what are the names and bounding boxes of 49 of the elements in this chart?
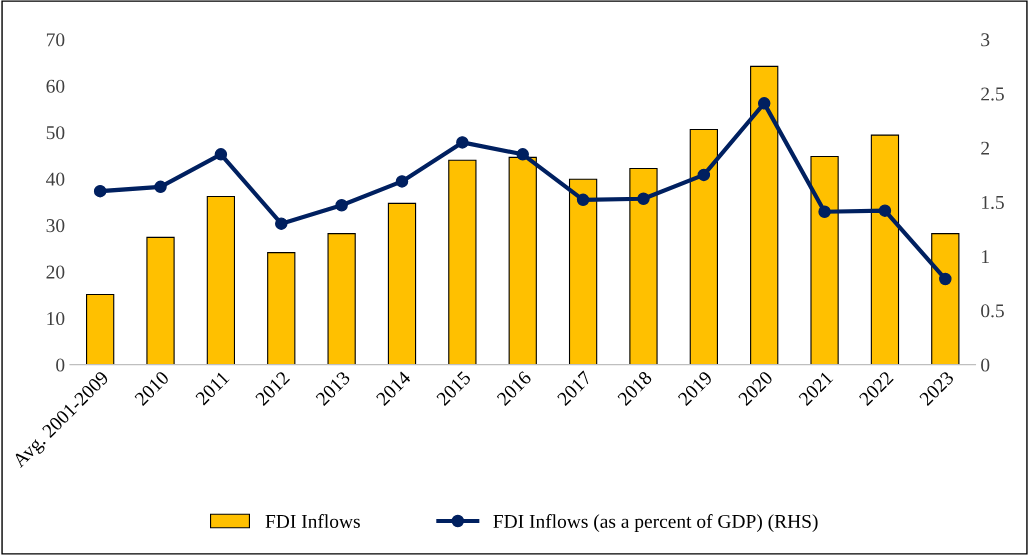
point (335, 199, 348, 212)
x-tick-label: 2011 (194, 370, 230, 406)
bar (86, 293, 115, 365)
bar (750, 65, 779, 365)
bar (810, 155, 839, 365)
point (154, 180, 167, 194)
y-tick-label: 30 (46, 219, 65, 233)
point (878, 204, 892, 217)
point (757, 97, 771, 110)
point (576, 193, 590, 207)
bar (387, 202, 417, 365)
bar (508, 156, 537, 365)
point (395, 175, 409, 188)
point (516, 148, 529, 161)
bar (448, 159, 477, 365)
bar (206, 195, 236, 365)
bar (629, 168, 658, 365)
bar (870, 134, 900, 365)
bar (327, 233, 356, 365)
bar (568, 178, 598, 365)
y-tick-label: 20 (46, 265, 65, 279)
bar (267, 252, 296, 365)
x-tick-label: 2021 (798, 370, 834, 407)
y-tick-label: 40 (46, 172, 65, 186)
point (93, 184, 107, 198)
y2-tick-label: 2 (981, 141, 989, 155)
y2-tick-label: 2.5 (981, 87, 1004, 101)
y2-tick-label: 0 (981, 358, 990, 372)
y2-tick-label: 0.5 (981, 304, 1004, 318)
point (214, 148, 228, 161)
point (697, 168, 711, 182)
bar (689, 128, 718, 365)
y2-tick-label: 1 (982, 250, 989, 263)
point (939, 272, 952, 286)
y-tick-label: 70 (46, 33, 65, 47)
legend-label: FDI Inflows (265, 514, 360, 528)
point (818, 205, 831, 219)
point (275, 217, 288, 230)
bar (931, 233, 960, 365)
y-tick-label: 50 (46, 126, 65, 140)
y-tick-label: 0 (56, 358, 65, 372)
legend-label: FDI Inflows (as a percent of GDP) (RHS) (493, 514, 818, 532)
y-tick-label: 60 (46, 79, 65, 93)
point (456, 136, 469, 149)
point (637, 192, 650, 206)
bar (146, 236, 175, 365)
y2-tick-label: 3 (981, 33, 990, 47)
y-tick-label: 10 (47, 311, 65, 326)
y2-tick-label: 1.5 (982, 195, 1004, 210)
